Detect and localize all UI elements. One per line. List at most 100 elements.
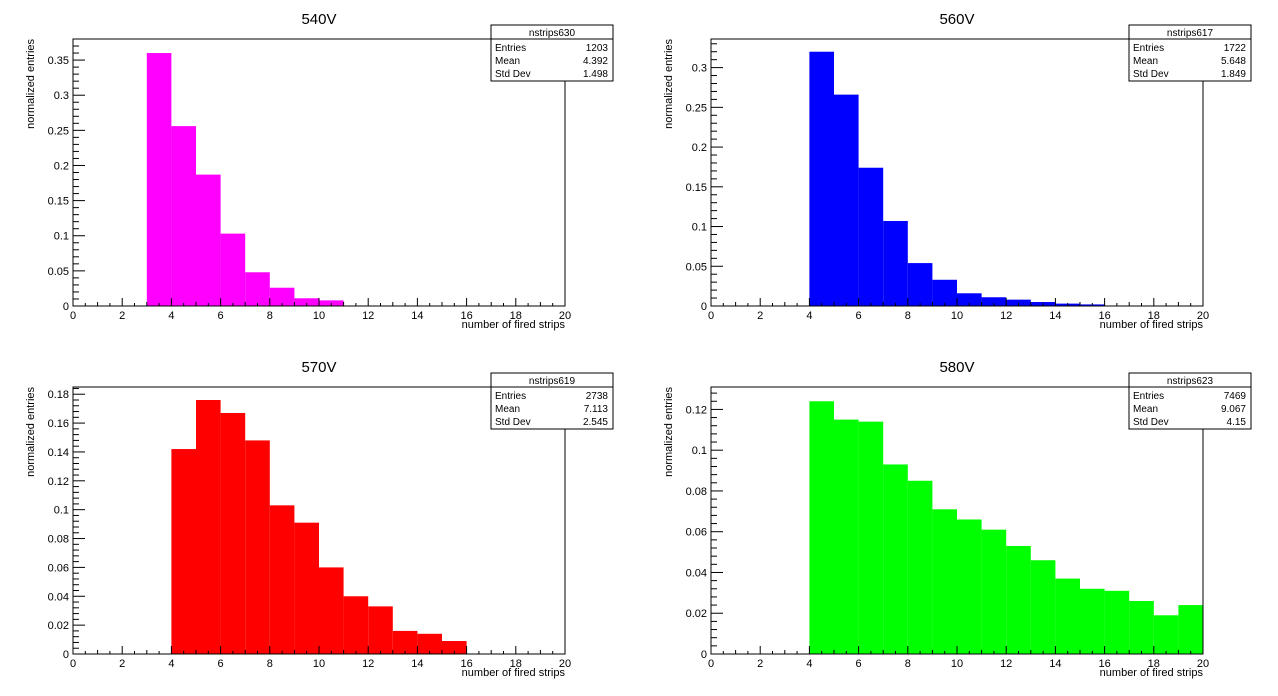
x-tick-label: 14 bbox=[1049, 658, 1061, 670]
histogram-bar bbox=[319, 567, 344, 654]
x-tick-label: 8 bbox=[267, 658, 273, 670]
x-tick-label: 4 bbox=[806, 658, 812, 670]
x-tick-label: 2 bbox=[119, 310, 125, 322]
stats-row-value: 4.15 bbox=[1227, 417, 1247, 428]
x-tick-label: 12 bbox=[362, 658, 374, 670]
y-axis-label: normalized entries bbox=[663, 387, 675, 477]
x-tick-label: 20 bbox=[559, 658, 571, 670]
histogram-bar bbox=[907, 480, 933, 654]
stats-row-label: Entries bbox=[495, 391, 526, 402]
x-tick-label: 2 bbox=[757, 310, 763, 322]
stats-row-value: 1.849 bbox=[1221, 69, 1246, 80]
stats-row-label: Mean bbox=[1133, 56, 1158, 67]
x-axis-label: number of fired strips bbox=[1100, 319, 1204, 331]
stats-row-label: Mean bbox=[495, 56, 520, 67]
x-axis-label: number of fired strips bbox=[462, 319, 566, 331]
chart-title: 560V bbox=[939, 11, 974, 28]
histogram-bar bbox=[442, 641, 467, 654]
y-axis-label: normalized entries bbox=[663, 39, 675, 129]
stats-box-frame bbox=[1128, 24, 1252, 82]
histogram-bar bbox=[1129, 601, 1154, 654]
y-tick-label: 0.2 bbox=[54, 160, 69, 172]
x-tick-label: 8 bbox=[905, 658, 911, 670]
x-tick-label: 16 bbox=[460, 658, 472, 670]
histogram-bar bbox=[1030, 560, 1056, 654]
x-axis-label: number of fired strips bbox=[1100, 667, 1204, 679]
x-tick-label: 10 bbox=[313, 658, 325, 670]
y-tick-label: 0.02 bbox=[48, 620, 69, 632]
chart-title: 580V bbox=[939, 359, 974, 376]
x-tick-label: 8 bbox=[267, 310, 273, 322]
histogram-bar bbox=[343, 596, 369, 654]
y-tick-label: 0.1 bbox=[54, 231, 69, 243]
x-tick-label: 16 bbox=[1098, 310, 1110, 322]
histogram-bar bbox=[417, 633, 442, 654]
histogram-bar bbox=[269, 287, 295, 306]
y-tick-label: 0.15 bbox=[48, 196, 69, 208]
y-tick-label: 0.06 bbox=[686, 527, 707, 539]
y-axis-label: normalized entries bbox=[25, 39, 37, 129]
histogram-bar bbox=[196, 399, 221, 654]
stats-box-name: nstrips630 bbox=[529, 28, 576, 39]
y-tick-label: 0.35 bbox=[48, 55, 69, 67]
histogram-bar bbox=[294, 522, 319, 654]
stats-row-value: 9.067 bbox=[1221, 404, 1246, 415]
y-tick-label: 0.3 bbox=[692, 63, 707, 75]
stats-row-label: Entries bbox=[1133, 391, 1164, 402]
x-tick-label: 10 bbox=[951, 658, 963, 670]
histogram-bar bbox=[1104, 590, 1130, 654]
x-tick-label: 10 bbox=[313, 310, 325, 322]
x-tick-label: 6 bbox=[856, 658, 862, 670]
histogram-bar bbox=[1178, 605, 1203, 654]
x-tick-label: 4 bbox=[168, 658, 174, 670]
stats-box-name: nstrips617 bbox=[1167, 28, 1214, 39]
x-tick-label: 6 bbox=[856, 310, 862, 322]
histogram-bar bbox=[392, 630, 418, 654]
histogram-bar bbox=[858, 167, 884, 306]
histogram-bar bbox=[1006, 299, 1031, 306]
histogram-bar bbox=[146, 53, 172, 307]
histogram-bar bbox=[1080, 588, 1105, 654]
x-tick-label: 14 bbox=[411, 658, 423, 670]
histogram-bar bbox=[220, 412, 246, 654]
y-tick-label: 0.08 bbox=[686, 486, 707, 498]
histogram-bar bbox=[809, 51, 834, 306]
histogram-bar bbox=[1006, 545, 1031, 654]
x-tick-label: 12 bbox=[362, 310, 374, 322]
x-tick-label: 18 bbox=[510, 310, 522, 322]
y-tick-label: 0 bbox=[63, 301, 69, 313]
histogram-bar bbox=[932, 279, 957, 306]
x-tick-label: 18 bbox=[1148, 310, 1160, 322]
x-tick-label: 20 bbox=[1197, 310, 1209, 322]
y-tick-label: 0.04 bbox=[48, 591, 69, 603]
y-tick-label: 0.25 bbox=[48, 125, 69, 137]
stats-box-frame bbox=[490, 24, 614, 82]
histogram-bar bbox=[269, 505, 295, 654]
x-tick-label: 0 bbox=[708, 658, 714, 670]
y-tick-label: 0.04 bbox=[686, 567, 707, 579]
x-tick-label: 12 bbox=[1000, 310, 1012, 322]
x-tick-label: 2 bbox=[757, 658, 763, 670]
y-tick-label: 0.12 bbox=[48, 476, 69, 488]
stats-row-value: 7469 bbox=[1224, 391, 1247, 402]
histogram-bar bbox=[834, 94, 859, 306]
histogram-bar bbox=[245, 272, 270, 306]
y-tick-label: 0.02 bbox=[686, 608, 707, 620]
y-tick-label: 0 bbox=[63, 649, 69, 661]
y-tick-label: 0.1 bbox=[54, 505, 69, 517]
histogram-bar bbox=[932, 509, 957, 654]
y-tick-label: 0.25 bbox=[686, 102, 707, 114]
x-tick-label: 4 bbox=[168, 310, 174, 322]
x-tick-label: 8 bbox=[905, 310, 911, 322]
x-tick-label: 0 bbox=[708, 310, 714, 322]
histogram-bar bbox=[171, 126, 196, 306]
y-tick-label: 0.05 bbox=[686, 261, 707, 273]
x-tick-label: 18 bbox=[1148, 658, 1160, 670]
y-tick-label: 0 bbox=[701, 301, 707, 313]
histogram-bar bbox=[883, 464, 908, 654]
histogram-bar bbox=[245, 440, 270, 654]
histogram-bar bbox=[1153, 615, 1179, 654]
histogram-panel: 560V 0 2 4 6 8 10 12 14 16 18 20 0 0.05 0.1 0.15 0.2 0.25… bbox=[663, 11, 1252, 331]
y-tick-label: 0.15 bbox=[686, 182, 707, 194]
